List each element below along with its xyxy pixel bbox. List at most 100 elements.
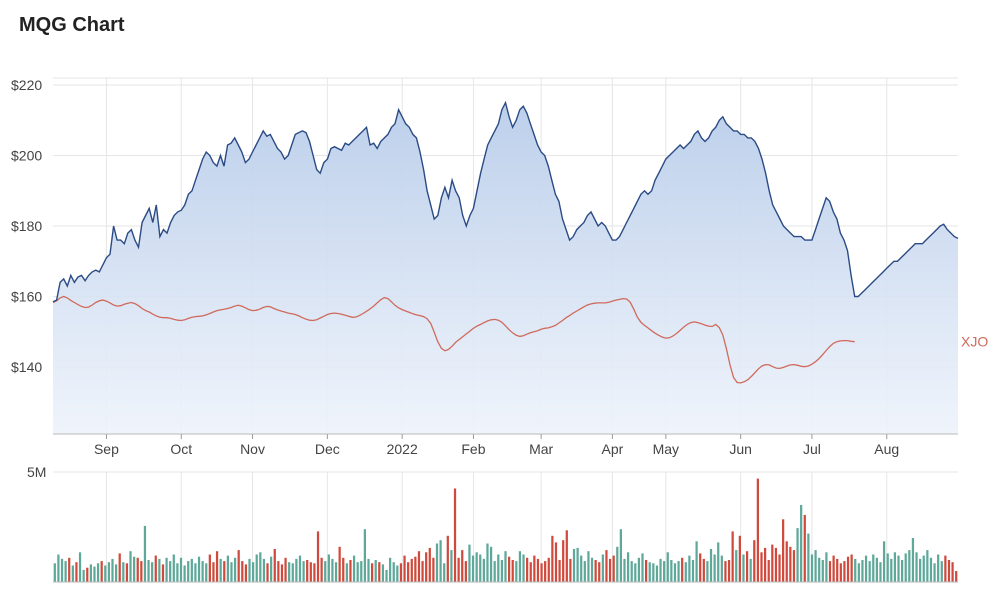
volume-bar [114, 564, 118, 582]
volume-bar [57, 554, 60, 582]
volume-bar [399, 563, 403, 582]
volume-bar [814, 550, 817, 582]
volume-bar [598, 562, 601, 582]
volume-bar [143, 525, 147, 582]
volume-bar [288, 562, 291, 582]
volume-bar [435, 543, 439, 582]
volume-bar [587, 551, 590, 582]
volume-bar [86, 567, 89, 582]
volume-bar [151, 562, 154, 582]
volume-bar [78, 552, 82, 582]
volume-bar [208, 554, 211, 582]
volume-bar [450, 550, 453, 582]
xjo-series-label: XJO [961, 334, 988, 350]
volume-bar [724, 561, 727, 582]
volume-bar [60, 558, 64, 582]
y-tick-label: $200 [11, 148, 42, 164]
volume-bar [832, 555, 835, 582]
x-tick-label: 2022 [387, 441, 418, 457]
volume-bar [796, 528, 799, 582]
volume-bar [893, 552, 897, 582]
volume-bar [580, 555, 583, 582]
volume-bar [291, 563, 294, 582]
y-tick-label: $220 [11, 77, 42, 93]
volume-bar [223, 561, 226, 582]
volume-bar [306, 560, 309, 582]
volume-bar [511, 560, 514, 582]
volume-bar [122, 562, 125, 582]
volume-bar [908, 550, 911, 582]
volume-bar [385, 569, 388, 582]
volume-bar [356, 562, 359, 582]
volume-bar [547, 557, 550, 582]
volume-bar [169, 561, 172, 582]
x-tick-label: Sep [94, 441, 119, 457]
volume-bar [489, 546, 493, 582]
volume-bar [828, 561, 832, 582]
volume-bar [533, 555, 536, 582]
volume-bar [663, 561, 666, 582]
volume-bar [104, 565, 107, 582]
volume-bar [439, 540, 442, 582]
volume-bar [504, 551, 507, 582]
volume-bar [233, 557, 237, 582]
volume-bar [378, 562, 381, 582]
volume-bar [432, 557, 435, 582]
volume-bar [897, 555, 900, 582]
volume-bar [500, 560, 504, 582]
volume-bar [641, 553, 644, 582]
volume-bar [324, 561, 327, 582]
volume-bar [901, 560, 904, 582]
volume-bar [479, 554, 482, 582]
volume-bar [118, 553, 121, 582]
volume-bar [230, 562, 233, 582]
volume-bar [522, 554, 525, 582]
volume-bar [298, 555, 302, 582]
volume-bar [176, 563, 179, 582]
volume-bar [774, 547, 778, 582]
volume-bar [428, 547, 431, 582]
volume-bar [745, 551, 749, 582]
volume-bar [742, 554, 745, 582]
volume-bar [915, 552, 918, 582]
chart-title: MQG Chart [19, 14, 125, 36]
volume-bar [352, 555, 356, 582]
volume-bar [475, 552, 478, 582]
volume-bar [911, 538, 915, 582]
volume-bar [360, 561, 363, 582]
volume-bar [655, 565, 659, 582]
volume-bar [219, 558, 222, 582]
volume-bar [179, 557, 183, 582]
volume-bar [248, 558, 251, 582]
volume-bar [165, 557, 168, 582]
volume-bar [612, 555, 615, 582]
volume-bar [608, 558, 612, 582]
volume-bar [370, 563, 374, 582]
volume-bar [854, 558, 857, 582]
volume-bar [515, 561, 518, 582]
volume-bar [688, 555, 691, 582]
volume-bar [313, 563, 316, 582]
volume-bar [212, 562, 215, 582]
volume-bar [507, 556, 511, 582]
volume-bar [785, 541, 788, 582]
x-tick-label: Dec [315, 441, 340, 457]
volume-bar [807, 533, 810, 582]
volume-bar [684, 562, 687, 582]
volume-bar [407, 562, 410, 582]
volume-bar [583, 561, 586, 582]
volume-bar [565, 530, 568, 582]
volume-bar [738, 535, 741, 582]
volume-bar [753, 540, 756, 582]
volume-bar [172, 554, 175, 582]
volume-bar [309, 562, 312, 582]
volume-bar [414, 556, 417, 582]
mqg-series-line [52, 100, 959, 303]
volume-bar [158, 558, 161, 582]
volume-bar [201, 561, 204, 582]
volume-bar [846, 556, 850, 582]
volume-bar [940, 561, 943, 582]
volume-bar [96, 563, 100, 582]
volume-bar [190, 558, 193, 582]
volume-bar [749, 558, 752, 582]
